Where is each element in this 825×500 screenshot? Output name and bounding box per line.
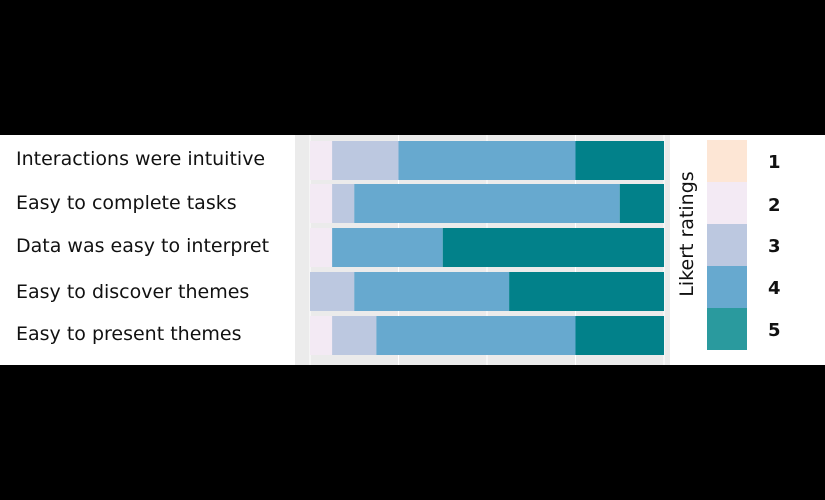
category-label: Interactions were intuitive: [16, 148, 266, 170]
bar-segment-rating-3: [332, 184, 355, 223]
legend-label-1: 1: [768, 152, 781, 173]
legend-title: Likert ratings: [676, 171, 698, 297]
bar-segment-rating-5: [442, 228, 664, 267]
legend-swatch-4: [707, 266, 747, 308]
legend-swatch-3: [707, 224, 747, 266]
category-label: Data was easy to interpret: [16, 235, 270, 257]
bar-segment-rating-2: [310, 141, 333, 180]
bar-segment-rating-4: [354, 272, 510, 311]
bar-segment-rating-5: [575, 141, 664, 180]
category-label: Easy to discover themes: [16, 281, 250, 303]
stacked-bar-chart: [295, 135, 670, 365]
bar-segment-rating-4: [376, 316, 576, 355]
chart-figure: Interactions were intuitive Easy to comp…: [0, 135, 825, 365]
bar-segment-rating-5: [619, 184, 664, 223]
category-label: Easy to present themes: [16, 323, 242, 345]
legend-swatch-5: [707, 308, 747, 350]
bar-segment-rating-4: [354, 184, 620, 223]
bar-segment-rating-4: [398, 141, 576, 180]
legend-label-4: 4: [768, 278, 781, 299]
bar-segment-rating-2: [310, 184, 333, 223]
bar-segment-rating-2: [310, 228, 333, 267]
bar-segment-rating-3: [332, 316, 377, 355]
bar-segment-rating-3: [310, 272, 355, 311]
legend-label-5: 5: [768, 320, 781, 341]
legend-label-2: 2: [768, 195, 781, 216]
bar-segment-rating-3: [332, 141, 399, 180]
legend-label-3: 3: [768, 236, 781, 257]
bar-segment-rating-2: [310, 316, 333, 355]
legend-swatch-2: [707, 182, 747, 224]
bar-segment-rating-4: [332, 228, 443, 267]
bar-segment-rating-5: [509, 272, 664, 311]
category-label: Easy to complete tasks: [16, 192, 237, 214]
legend-swatch-1: [707, 140, 747, 182]
bar-segment-rating-5: [575, 316, 664, 355]
